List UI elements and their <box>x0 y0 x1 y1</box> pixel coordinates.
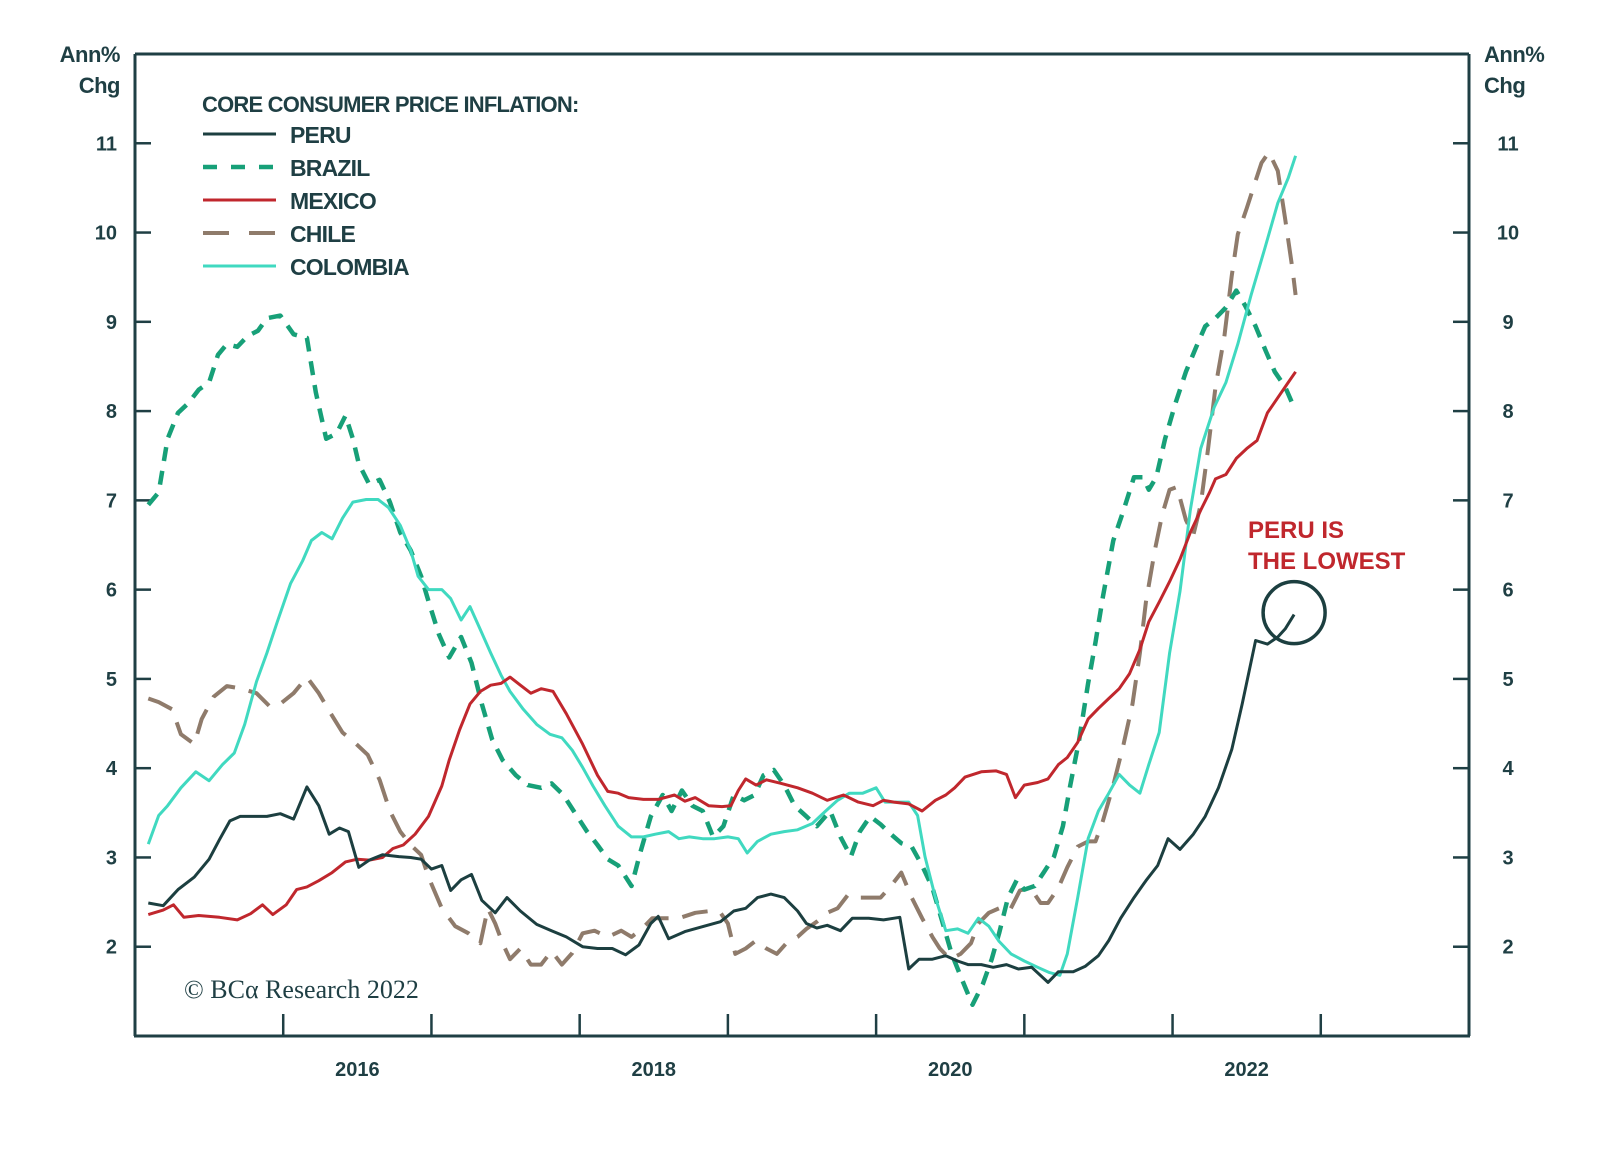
annotation: PERU IS THE LOWEST <box>1248 517 1406 646</box>
y-tick-label-right: 10 <box>1497 223 1519 245</box>
legend-label-brazil: BRAZIL <box>290 155 370 181</box>
x-tick-label: 2020 <box>928 1059 973 1081</box>
y-tick-label-right: 6 <box>1502 580 1513 602</box>
legend-label-mexico: MEXICO <box>290 188 376 214</box>
highlight-circle <box>1261 579 1327 646</box>
annotation-text-line1: PERU IS <box>1248 517 1344 544</box>
left-y-unit-label-line2: Chg <box>79 73 120 98</box>
y-tick-label-left: 4 <box>106 758 118 780</box>
y-tick-label-right: 5 <box>1502 669 1513 691</box>
y-tick-label-left: 10 <box>95 223 117 245</box>
legend-label-chile: CHILE <box>290 221 355 247</box>
y-tick-label-left: 6 <box>106 580 117 602</box>
legend-items: PERU BRAZIL MEXICO CHILE COLOMBIA <box>203 122 410 280</box>
right-y-unit-label-line2: Chg <box>1484 73 1525 98</box>
series-line-chile <box>147 150 1298 967</box>
plot-frame <box>133 52 1471 1038</box>
series-line-colombia <box>146 155 1298 977</box>
y-tick-label-right: 11 <box>1497 133 1518 155</box>
y-tick-label-right: 9 <box>1502 312 1513 334</box>
y-tick-label-left: 7 <box>106 490 117 512</box>
x-axis-tick-labels: 2016 2018 2020 2022 <box>335 1059 1269 1081</box>
left-y-axis-ticks: 2 3 4 5 6 7 8 9 10 11 <box>95 133 151 959</box>
y-tick-label-right: 3 <box>1502 847 1513 869</box>
x-tick-label: 2022 <box>1224 1059 1269 1081</box>
copyright-text: © BCα Research 2022 <box>184 975 419 1004</box>
series-line-peru <box>148 613 1296 984</box>
y-tick-label-left: 11 <box>96 133 117 155</box>
y-tick-label-left: 2 <box>106 937 117 959</box>
right-y-axis-ticks: 2 3 4 5 6 7 8 9 10 11 <box>1453 133 1519 959</box>
y-tick-label-left: 5 <box>106 669 117 691</box>
legend-title: CORE CONSUMER PRICE INFLATION: <box>202 92 578 117</box>
x-tick-label: 2016 <box>335 1059 380 1081</box>
legend-label-peru: PERU <box>290 122 351 148</box>
y-tick-label-right: 7 <box>1502 490 1513 512</box>
y-tick-label-left: 9 <box>106 312 117 334</box>
series-line-mexico <box>147 370 1297 922</box>
series-layer <box>146 150 1298 1008</box>
left-y-unit-label-line1: Ann% <box>60 42 120 67</box>
annotation-text-line2: THE LOWEST <box>1248 548 1406 575</box>
right-y-unit-label-line1: Ann% <box>1484 42 1544 67</box>
legend-label-colombia: COLOMBIA <box>290 254 409 280</box>
x-tick-label: 2018 <box>632 1059 677 1081</box>
series-line-brazil <box>146 288 1297 1008</box>
y-tick-label-right: 2 <box>1502 937 1513 959</box>
legend: CORE CONSUMER PRICE INFLATION: PERU BRAZI… <box>202 92 579 280</box>
y-tick-label-right: 4 <box>1502 758 1514 780</box>
y-tick-label-left: 8 <box>106 401 117 423</box>
y-tick-label-right: 8 <box>1502 401 1513 423</box>
y-tick-label-left: 3 <box>106 847 117 869</box>
x-axis-ticks <box>281 1014 1323 1036</box>
